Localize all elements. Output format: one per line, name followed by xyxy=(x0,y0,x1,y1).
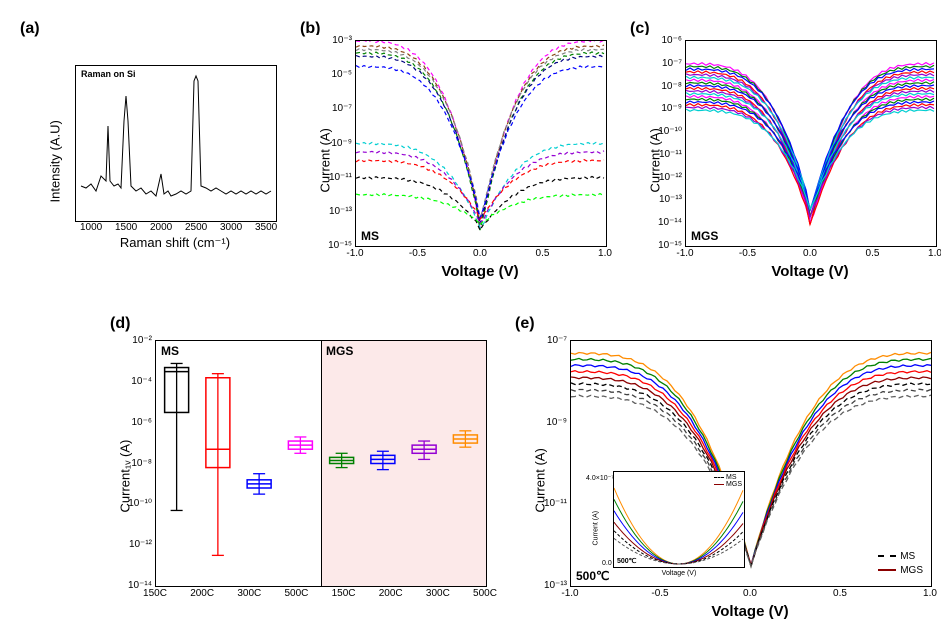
ytick: 10⁻⁶ xyxy=(654,35,682,46)
panel-e-chart: Current (A) 500℃ 4.0×10⁻⁷ 0.0 Current (A… xyxy=(525,335,935,625)
xtick: 300C xyxy=(426,588,450,599)
ytick: 10⁻¹⁴ xyxy=(654,217,682,228)
xtick: 0.0 xyxy=(738,588,762,599)
xtick: -1.0 xyxy=(343,248,367,259)
panel-c-annotation: MGS xyxy=(691,229,718,243)
xtick: 1.0 xyxy=(918,588,941,599)
inset-ytick-top: 4.0×10⁻⁷ xyxy=(586,474,614,482)
panel-a-chart: Intensity (A.U) Raman on Si Raman shift … xyxy=(50,65,280,245)
ytick: 10⁻⁹ xyxy=(324,138,352,149)
ytick: 10⁻⁸ xyxy=(654,81,682,92)
ytick: 10⁻⁷ xyxy=(539,335,567,346)
panel-a-xlabel: Raman shift (cm⁻¹) xyxy=(75,235,275,251)
inset-annotation: 500℃ xyxy=(617,557,637,565)
panel-label-a: (a) xyxy=(20,20,40,38)
ytick: 10⁻⁸ xyxy=(124,458,152,469)
xtick: 1.0 xyxy=(923,248,941,259)
ytick: 10⁻⁷ xyxy=(324,103,352,114)
inset-ylabel: Current (A) xyxy=(593,486,600,546)
panel-d-chart: Current₁ᵥ (A) MS MGS 10⁻¹⁴10⁻¹²10⁻¹⁰10⁻⁸… xyxy=(110,335,490,625)
ytick: 10⁻¹² xyxy=(654,172,682,183)
panel-a-xtick: 2000 xyxy=(150,222,172,233)
ytick: 10⁻³ xyxy=(324,35,352,46)
ytick: 10⁻¹¹ xyxy=(324,172,352,183)
panel-a-ylabel: Intensity (A.U) xyxy=(48,103,63,203)
panel-b-annotation: MS xyxy=(361,229,379,243)
panel-e-annotation: 500℃ xyxy=(576,569,610,583)
panel-label-d: (d) xyxy=(110,315,130,333)
ytick: 10⁻¹⁰ xyxy=(124,498,152,509)
ytick: 10⁻⁹ xyxy=(654,103,682,114)
xtick: 0.0 xyxy=(468,248,492,259)
panel-a-xtick: 1000 xyxy=(80,222,102,233)
inset-xlabel: Voltage (V) xyxy=(614,570,744,577)
xtick: 150C xyxy=(332,588,356,599)
panel-b-chart: Current (A) MS 10⁻¹⁵10⁻¹³10⁻¹¹10⁻⁹10⁻⁷10… xyxy=(310,35,610,285)
panel-e-inset: 4.0×10⁻⁷ 0.0 Current (A) 500℃ MS MGS Vol… xyxy=(613,471,745,568)
legend-mgs: MGS xyxy=(900,565,923,576)
ytick: 10⁻¹² xyxy=(124,539,152,550)
xtick: 300C xyxy=(237,588,261,599)
ytick: 10⁻¹³ xyxy=(324,206,352,217)
inset-legend: MS MGS xyxy=(714,474,742,488)
panel-a-xtick: 3000 xyxy=(220,222,242,233)
panel-label-e: (e) xyxy=(515,315,535,333)
ytick: 10⁻¹¹ xyxy=(539,498,567,509)
xtick: 200C xyxy=(379,588,403,599)
panel-e-plot-area: 500℃ 4.0×10⁻⁷ 0.0 Current (A) 500℃ MS MG… xyxy=(570,340,932,587)
ytick: 10⁻⁴ xyxy=(124,376,152,387)
inset-ytick-bot: 0.0 xyxy=(602,560,612,567)
ytick: 10⁻² xyxy=(124,335,152,346)
ytick: 10⁻⁷ xyxy=(654,58,682,69)
panel-b-plot-area: MS xyxy=(355,40,607,247)
xtick: 200C xyxy=(190,588,214,599)
ytick: 10⁻¹¹ xyxy=(654,149,682,160)
xtick: -1.0 xyxy=(558,588,582,599)
xtick: 1.0 xyxy=(593,248,617,259)
panel-e-legend: MS MGS xyxy=(878,550,923,578)
xtick: -0.5 xyxy=(406,248,430,259)
xtick: 0.5 xyxy=(531,248,555,259)
panel-b-xlabel: Voltage (V) xyxy=(355,263,605,280)
xtick: -0.5 xyxy=(648,588,672,599)
panel-e-xlabel: Voltage (V) xyxy=(570,603,930,620)
xtick: 0.0 xyxy=(798,248,822,259)
ytick: 10⁻⁶ xyxy=(124,417,152,428)
legend-ms: MS xyxy=(900,551,915,562)
xtick: 500C xyxy=(473,588,497,599)
ytick: 10⁻¹³ xyxy=(654,194,682,205)
panel-a-xtick: 3500 xyxy=(255,222,277,233)
xtick: 0.5 xyxy=(828,588,852,599)
xtick: 0.5 xyxy=(861,248,885,259)
xtick: 500C xyxy=(284,588,308,599)
ytick: 10⁻⁹ xyxy=(539,417,567,428)
ytick: 10⁻⁵ xyxy=(324,69,352,80)
panel-c-xlabel: Voltage (V) xyxy=(685,263,935,280)
panel-a-xtick: 2500 xyxy=(185,222,207,233)
panel-d-plot-area: MS MGS xyxy=(155,340,487,587)
panel-a-svg xyxy=(76,66,276,221)
panel-a-plot-area: Raman on Si xyxy=(75,65,277,222)
figure-container: (a) Intensity (A.U) Raman on Si Raman sh… xyxy=(10,10,931,631)
xtick: -0.5 xyxy=(736,248,760,259)
panel-b-svg xyxy=(356,41,606,246)
panel-d-svg xyxy=(156,341,486,586)
ytick: 10⁻¹⁰ xyxy=(654,126,682,137)
panel-c-svg xyxy=(686,41,936,246)
panel-c-plot-area: MGS xyxy=(685,40,937,247)
panel-a-xtick: 1500 xyxy=(115,222,137,233)
xtick: -1.0 xyxy=(673,248,697,259)
panel-c-chart: Current (A) MGS 10⁻¹⁵10⁻¹⁴10⁻¹³10⁻¹²10⁻¹… xyxy=(640,35,940,285)
xtick: 150C xyxy=(143,588,167,599)
